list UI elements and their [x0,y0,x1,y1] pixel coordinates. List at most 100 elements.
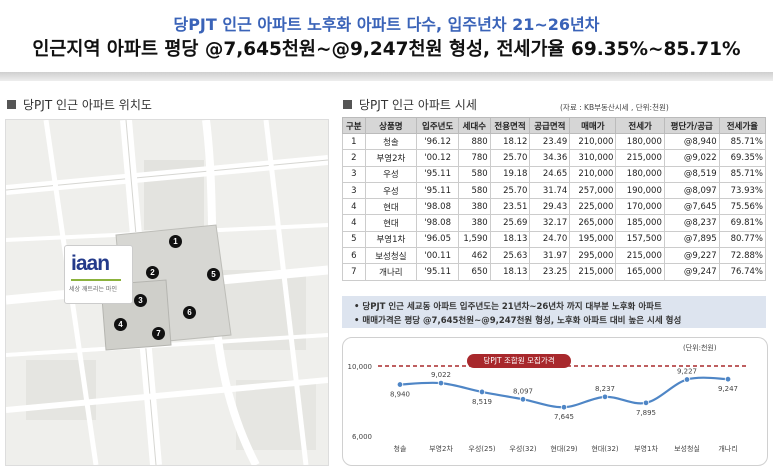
table-cell: 6 [342,247,366,265]
column-header: 매매가 [569,117,617,134]
map-pin-3[interactable]: 3 [134,294,147,307]
table-cell: @9,247 [663,263,720,281]
map-pin-2[interactable]: 2 [146,266,159,279]
table-cell: 2 [342,149,366,167]
table-cell: 880 [458,132,491,151]
table-cell: 29.43 [529,198,571,216]
table-cell: @9,022 [663,149,720,167]
table-cell: 215,000 [615,149,665,167]
bullet-square-icon [343,100,352,109]
table-cell: 580 [458,165,491,183]
subheadline: 인근지역 아파트 평당 @7,645천원~@9,247천원 형성, 전세가율 6… [32,39,741,60]
table-cell: 1,590 [458,230,491,249]
table-cell: 380 [458,198,491,216]
map-pin-1[interactable]: 1 [169,235,182,248]
table-row: 2 부영2차 '00.12 780 25.70 34.36 310,000 21… [342,149,767,167]
table-cell: @8,940 [663,132,720,151]
column-header: 전세가 [615,117,665,134]
table-cell: 165,000 [615,263,665,281]
table-cell: 73.93% [718,181,767,200]
table-cell: @8,097 [663,181,720,200]
table-cell: 우성 [364,181,418,200]
table-cell: 25.70 [489,149,531,167]
map-pin-7[interactable]: 7 [152,327,165,340]
table-cell: 현대 [364,198,418,216]
table-cell: '95.11 [416,263,460,281]
logo-wordmark: iaan [71,252,110,275]
column-header: 입주년도 [416,117,460,134]
header-divider [0,72,773,81]
table-cell: 34.36 [529,149,571,167]
table-cell: 76.74% [718,263,767,281]
column-header: 상품명 [364,117,418,134]
table-cell: 157,500 [615,230,665,249]
table-row: 3 우성 '95.11 580 25.70 31.74 257,000 190,… [342,181,767,200]
table-cell: 295,000 [569,247,617,265]
table-row: 1 청솔 '96.12 880 18.12 23.49 210,000 180,… [342,132,767,151]
table-cell: 215,000 [569,263,617,281]
table-cell: @7,895 [663,230,720,249]
table-cell: 80.77% [718,230,767,249]
table-row: 4 현대 '98.08 380 23.51 29.43 225,000 170,… [342,198,767,216]
table-cell: 청솔 [364,132,418,151]
table-header-row: 구분 상품명 입주년도 세대수 전용면적 공급면적 매매가 전세가 평단가/공급… [342,117,767,134]
table-cell: 3 [342,165,366,183]
table-cell: @7,645 [663,198,720,216]
table-cell: '00.11 [416,247,460,265]
table-cell: 23.51 [489,198,531,216]
table-cell: 31.97 [529,247,571,265]
column-header: 구분 [342,117,366,134]
table-cell: 580 [458,181,491,200]
table-cell: 170,000 [615,198,665,216]
table-cell: 225,000 [569,198,617,216]
table-cell: 24.70 [529,230,571,249]
table-cell: '98.08 [416,198,460,216]
table-cell: 18.13 [489,230,531,249]
table-cell: 보성청실 [364,247,418,265]
source-note: (자료 : KB부동산시세 , 단위:천원) [560,103,669,112]
column-header: 공급면적 [529,117,571,134]
table-row: 6 보성청실 '00.11 462 25.63 31.97 295,000 21… [342,247,767,265]
table-cell: 210,000 [569,165,617,183]
page-header: 당PJT 인근 아파트 노후화 아파트 다수, 입주년차 21~26년차 인근지… [0,0,773,74]
price-panel-title: 당PJT 인근 아파트 시세 [343,96,477,113]
map-pin-5[interactable]: 5 [207,268,220,281]
table-cell: 72.88% [718,247,767,265]
table-cell: 85.71% [718,132,767,151]
table-cell: 650 [458,263,491,281]
table-cell: @9,227 [663,247,720,265]
table-cell: 19.18 [489,165,531,183]
map-roads [6,120,328,465]
headline: 당PJT 인근 아파트 노후화 아파트 다수, 입주년차 21~26년차 [173,15,600,34]
table-cell: 25.63 [489,247,531,265]
table-cell: 75.56% [718,198,767,216]
table-cell: 215,000 [615,247,665,265]
table-cell: 195,000 [569,230,617,249]
table-cell: 4 [342,198,366,216]
column-header: 세대수 [458,117,491,134]
table-row: 7 개나리 '95.11 650 18.13 23.25 215,000 165… [342,263,767,281]
table-cell: 31.74 [529,181,571,200]
table-cell: 190,000 [615,181,665,200]
table-cell: 69.35% [718,149,767,167]
table-cell: 18.12 [489,132,531,151]
table-row: 4 현대 '98.08 380 25.69 32.17 265,000 185,… [342,214,767,232]
note-line-2: • 매매가격은 평당 @7,645천원~@9,247천원 형성, 노후화 아파트… [354,316,682,326]
table-cell: 부영2차 [364,149,418,167]
logo-tagline: 세상 깨트리는 마인 [69,286,117,293]
table-cell: 부영1차 [364,230,418,249]
map-pin-4[interactable]: 4 [114,318,127,331]
table-cell: 23.25 [529,263,571,281]
table-cell: 69.81% [718,214,767,232]
table-cell: 18.13 [489,263,531,281]
logo-underline [71,279,121,281]
table-cell: '95.11 [416,181,460,200]
table-cell: 우성 [364,165,418,183]
price-panel-title-text: 당PJT 인근 아파트 시세 [359,98,477,112]
map-pin-6[interactable]: 6 [183,306,196,319]
table-cell: '98.08 [416,214,460,232]
table-cell: '96.12 [416,132,460,151]
table-cell: 3 [342,181,366,200]
table-cell: 310,000 [569,149,617,167]
table-cell: 180,000 [615,132,665,151]
